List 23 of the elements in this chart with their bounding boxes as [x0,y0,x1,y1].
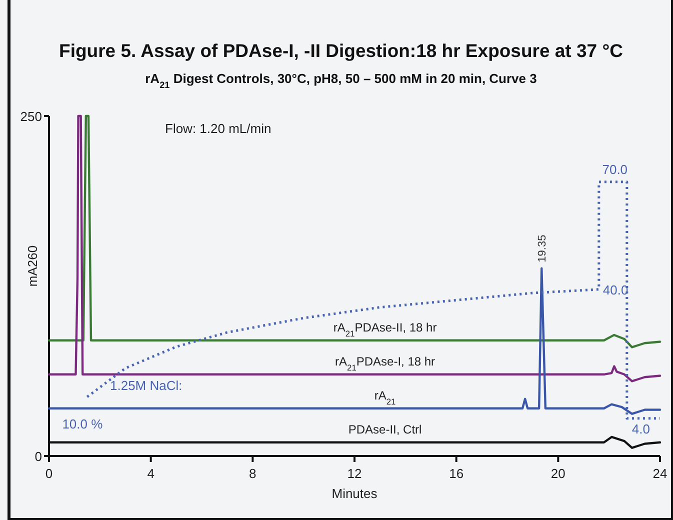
data-label: 70.0 [602,162,628,177]
x-tick-label: 20 [550,466,566,481]
annotation: 19.35 [536,234,549,262]
series-label: PDAse-II, Ctrl [348,422,422,436]
x-tick-label: 8 [249,466,256,481]
line-series [48,267,662,415]
x-tick-label: 4 [147,466,154,481]
x-tick-label: 12 [347,466,362,481]
annotation: 1.25M NaCl: [110,378,182,393]
annotation: Flow: 1.20 mL/min [165,121,272,136]
chart-title: Figure 5. Assay of PDAse-I, -II Digestion:18 hr Exposure at 37 °C [59,40,623,61]
x-axis-title: Minutes [332,486,378,501]
data-label: 10.0 % [62,416,104,432]
y-axis-title: mA260 [25,245,40,287]
series-label: rA$_{21}$PDAse-I, 18 hr [335,354,436,372]
data-label: 4.0 [632,421,650,436]
chart-subtitle: rA$_{21}$ Digest Controls, 30°C, pH8, 50 – 500 mM in 20 min, Curve 3 [145,71,537,90]
y-tick-label: 250 [20,109,42,124]
series-label: rA$_{21}$ [374,388,396,406]
series-label: rA$_{21}$PDAse-II, 18 hr [333,320,437,338]
x-tick-label: 16 [449,466,464,481]
x-tick-label: 24 [652,466,668,481]
x-tick-label: 0 [45,466,53,481]
